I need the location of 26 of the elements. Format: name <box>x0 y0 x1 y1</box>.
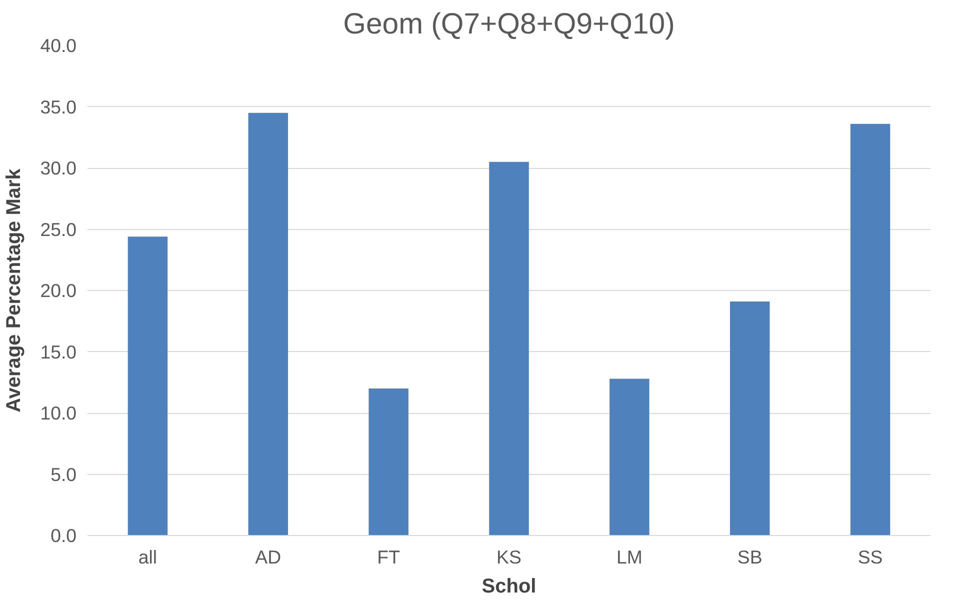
x-tick-label: AD <box>255 546 282 568</box>
x-tick-label: LM <box>616 546 642 568</box>
bar <box>610 378 650 536</box>
bar <box>128 236 168 536</box>
x-tick-label: SS <box>858 546 883 568</box>
y-tick-label: 30.0 <box>40 158 76 178</box>
bar <box>368 388 408 536</box>
y-tick-label: 35.0 <box>40 96 76 118</box>
y-tick-label: 15.0 <box>40 341 76 362</box>
y-tick-label: 20.0 <box>40 280 76 301</box>
x-tick-label: FT <box>377 546 400 568</box>
bar <box>489 162 529 536</box>
y-tick-label: 0.0 <box>50 525 77 546</box>
bar <box>248 112 288 536</box>
y-tick-label: 25.0 <box>40 218 76 240</box>
chart-title: Geom (Q7+Q8+Q9+Q10) <box>343 8 675 40</box>
y-tick-label: 5.0 <box>50 464 77 485</box>
x-tick-label: SB <box>737 546 762 568</box>
x-axis-title: Schol <box>482 576 536 598</box>
y-tick-label: 40.0 <box>40 35 76 56</box>
y-axis-title: Average Percentage Mark <box>3 168 26 412</box>
bar <box>730 302 770 536</box>
bar <box>850 124 890 536</box>
y-tick-label: 10.0 <box>40 402 76 424</box>
x-tick-label: KS <box>496 546 522 568</box>
x-tick-label: all <box>138 546 158 568</box>
